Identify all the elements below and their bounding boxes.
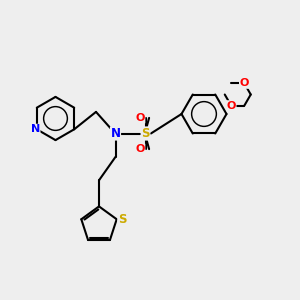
Text: O: O [135,144,145,154]
Text: N: N [31,124,40,134]
Text: O: O [135,113,145,123]
Text: N: N [110,127,121,140]
Text: S: S [118,213,126,226]
Text: S: S [141,127,150,140]
Text: O: O [226,101,236,111]
Text: O: O [240,78,249,88]
